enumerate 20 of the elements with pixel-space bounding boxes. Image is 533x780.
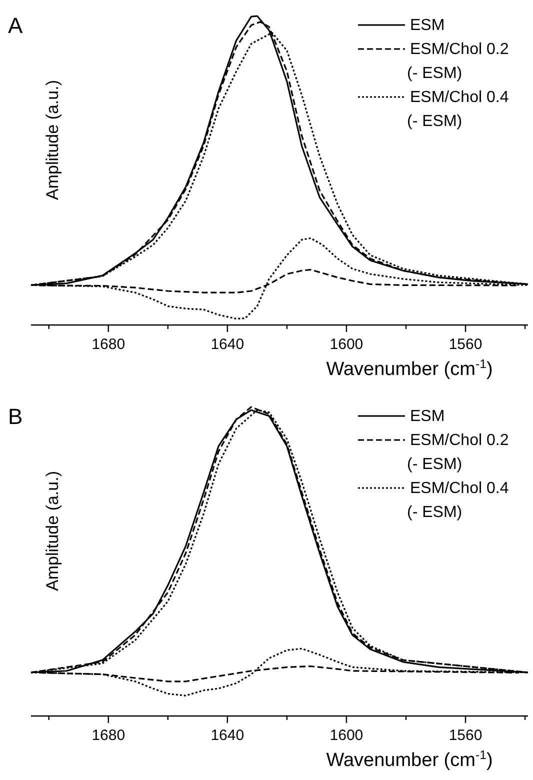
x-tick-label: 1560 [448, 727, 482, 744]
x-tick-label: 1680 [92, 336, 126, 353]
x-axis-title: Wavenumber (cm$^{-1}$) [326, 748, 493, 771]
legend-label: ESM/Chol 0.4 (- ESM) [407, 89, 509, 130]
legend-label: ESM/Chol 0.2 (- ESM) [407, 41, 509, 82]
y-axis-title: Amplitude (a.u.) [43, 80, 62, 200]
x-tick-label: 1560 [448, 336, 482, 353]
x-tick-label: 1600 [330, 336, 364, 353]
y-axis-title: Amplitude (a.u.) [43, 471, 62, 591]
x-tick-label: 1600 [330, 727, 364, 744]
legend-label: ESM [410, 17, 445, 34]
chart-title: A [8, 13, 23, 38]
legend-label: ESM/Chol 0.2 (- ESM) [407, 432, 509, 473]
chart-title: B [8, 404, 23, 429]
x-axis-title: Wavenumber (cm$^{-1}$) [326, 357, 493, 380]
legend-label: ESM [410, 408, 445, 425]
x-tick-label: 1640 [210, 336, 244, 353]
x-tick-label: 1640 [210, 727, 244, 744]
legend-label: ESM/Chol 0.4 (- ESM) [407, 480, 509, 521]
x-tick-label: 1680 [92, 727, 126, 744]
